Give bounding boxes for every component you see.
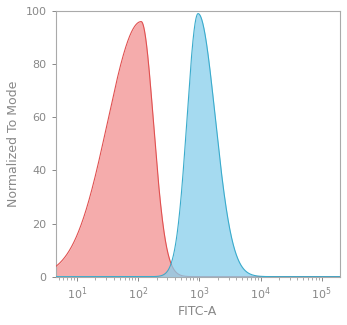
Y-axis label: Normalized To Mode: Normalized To Mode xyxy=(7,81,20,207)
X-axis label: FITC-A: FITC-A xyxy=(178,305,218,318)
